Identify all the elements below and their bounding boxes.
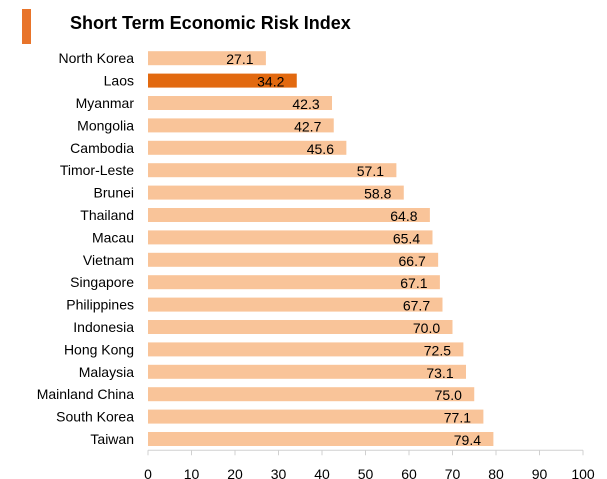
bar [148,208,430,222]
data-label: 45.6 [307,141,334,157]
x-tick-label: 80 [488,466,504,479]
category-label: North Korea [59,50,135,66]
bar [148,140,347,155]
data-label: 34.2 [257,74,284,90]
bar [148,51,266,66]
category-label: Cambodia [70,140,134,156]
x-tick-label: 40 [314,466,330,479]
category-label: Laos [104,73,134,89]
x-tick-label: 90 [532,466,548,479]
bar [148,342,464,357]
category-label: South Korea [56,409,134,425]
bar [148,409,484,424]
x-tick-label: 0 [144,466,152,479]
bar [148,387,475,402]
bar [148,73,297,88]
category-label: Myanmar [76,95,135,111]
category-label: Hong Kong [64,341,134,357]
bar [148,185,404,200]
bar [148,275,440,290]
category-label: Indonesia [73,319,134,335]
data-label: 73.1 [426,365,453,381]
category-label: Malaysia [79,364,134,380]
chart-title: Short Term Economic Risk Index [70,13,351,33]
x-tick-label: 30 [271,466,287,479]
bar [148,432,494,446]
data-label: 42.3 [292,96,319,112]
category-label: Mainland China [37,386,134,402]
bar [148,96,333,110]
category-label: Taiwan [90,431,134,447]
data-label: 67.1 [400,275,427,291]
category-label: Singapore [70,274,134,290]
data-label: 42.7 [294,118,321,134]
bar [148,297,443,312]
data-label: 70.0 [413,320,440,336]
category-label: Vietnam [83,252,134,268]
x-tick-label: 60 [401,466,417,479]
data-label: 64.8 [390,208,417,224]
bar [148,252,439,267]
title-accent-bar [22,9,31,44]
data-label: 57.1 [357,163,384,179]
data-label: 75.0 [435,387,462,403]
data-label: 58.8 [364,186,391,202]
x-tick-label: 70 [445,466,461,479]
x-tick-label: 50 [358,466,374,479]
data-label: 66.7 [399,253,426,269]
data-label: 79.4 [454,432,481,448]
x-tick-label: 10 [184,466,200,479]
data-label: 27.1 [226,51,253,67]
category-label: Thailand [80,207,134,223]
category-label: Macau [92,229,134,245]
bar [148,320,453,334]
bar [148,230,433,245]
category-label: Mongolia [77,117,134,133]
x-tick-label: 20 [227,466,243,479]
bar [148,118,334,133]
data-label: 72.5 [424,342,451,358]
data-label: 67.7 [403,298,430,314]
category-label: Brunei [94,185,134,201]
bar [148,364,466,379]
data-label: 65.4 [393,230,420,246]
category-label: Timor-Leste [60,162,134,178]
category-label: Philippines [66,297,134,313]
x-tick-label: 100 [571,466,595,479]
data-label: 77.1 [444,410,471,426]
bar [148,163,397,178]
